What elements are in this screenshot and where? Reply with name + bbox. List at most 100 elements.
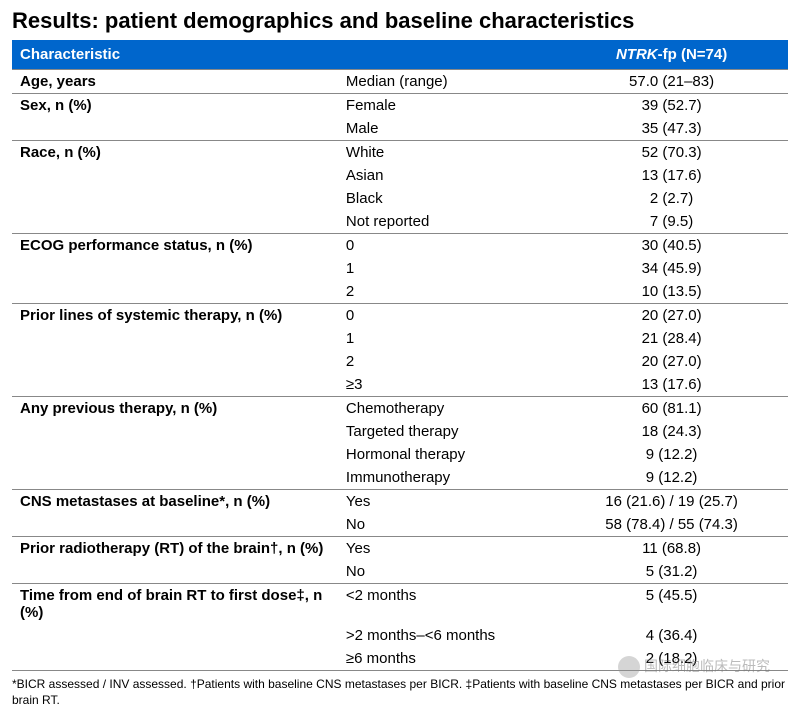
subcategory-cell: >2 months–<6 months <box>338 624 555 647</box>
col-characteristic-header: Characteristic <box>12 40 555 70</box>
characteristic-cell <box>12 624 338 647</box>
characteristic-cell <box>12 117 338 141</box>
characteristic-cell: Prior radiotherapy (RT) of the brain†, n… <box>12 537 338 561</box>
value-cell: 57.0 (21–83) <box>555 70 788 94</box>
demographics-table: Characteristic NTRK-fp (N=74) Age, years… <box>12 40 788 671</box>
table-row: Age, yearsMedian (range)57.0 (21–83) <box>12 70 788 94</box>
subcategory-cell: <2 months <box>338 584 555 625</box>
value-cell: 30 (40.5) <box>555 234 788 258</box>
table-row: Hormonal therapy9 (12.2) <box>12 443 788 466</box>
ntrk-suffix: -fp (N=74) <box>658 46 728 63</box>
table-row: Asian13 (17.6) <box>12 164 788 187</box>
subcategory-cell: 1 <box>338 257 555 280</box>
value-cell: 20 (27.0) <box>555 350 788 373</box>
table-row: 210 (13.5) <box>12 280 788 304</box>
subcategory-cell: 2 <box>338 280 555 304</box>
characteristic-cell <box>12 164 338 187</box>
page-title: Results: patient demographics and baseli… <box>0 0 800 40</box>
characteristic-cell: Any previous therapy, n (%) <box>12 397 338 421</box>
table-row: Race, n (%)White52 (70.3) <box>12 141 788 165</box>
characteristic-cell <box>12 280 338 304</box>
table-row: Targeted therapy18 (24.3) <box>12 420 788 443</box>
footnote-text: *BICR assessed / INV assessed. †Patients… <box>0 671 800 720</box>
table-row: No5 (31.2) <box>12 560 788 584</box>
value-cell: 5 (31.2) <box>555 560 788 584</box>
subcategory-cell: Black <box>338 187 555 210</box>
subcategory-cell: 0 <box>338 234 555 258</box>
value-cell: 18 (24.3) <box>555 420 788 443</box>
characteristic-cell <box>12 210 338 234</box>
table-row: Prior radiotherapy (RT) of the brain†, n… <box>12 537 788 561</box>
value-cell: 10 (13.5) <box>555 280 788 304</box>
ntrk-italic: NTRK <box>616 46 658 63</box>
value-cell: 2 (2.7) <box>555 187 788 210</box>
table-row: ≥313 (17.6) <box>12 373 788 397</box>
value-cell: 16 (21.6) / 19 (25.7) <box>555 490 788 514</box>
value-cell: 58 (78.4) / 55 (74.3) <box>555 513 788 537</box>
characteristic-cell: Age, years <box>12 70 338 94</box>
value-cell: 52 (70.3) <box>555 141 788 165</box>
col-value-header: NTRK-fp (N=74) <box>555 40 788 70</box>
subcategory-cell: White <box>338 141 555 165</box>
characteristic-cell <box>12 420 338 443</box>
characteristic-cell: Sex, n (%) <box>12 94 338 118</box>
subcategory-cell: Female <box>338 94 555 118</box>
value-cell: 20 (27.0) <box>555 304 788 328</box>
subcategory-cell: Median (range) <box>338 70 555 94</box>
characteristic-cell: Prior lines of systemic therapy, n (%) <box>12 304 338 328</box>
table-row: 220 (27.0) <box>12 350 788 373</box>
subcategory-cell: Yes <box>338 490 555 514</box>
value-cell: 9 (12.2) <box>555 443 788 466</box>
characteristic-cell <box>12 443 338 466</box>
subcategory-cell: Asian <box>338 164 555 187</box>
table-row: Any previous therapy, n (%)Chemotherapy6… <box>12 397 788 421</box>
value-cell: 11 (68.8) <box>555 537 788 561</box>
characteristic-cell: Time from end of brain RT to first dose‡… <box>12 584 338 625</box>
subcategory-cell: 0 <box>338 304 555 328</box>
characteristic-cell <box>12 466 338 490</box>
value-cell: 21 (28.4) <box>555 327 788 350</box>
table-row: Male35 (47.3) <box>12 117 788 141</box>
subcategory-cell: 1 <box>338 327 555 350</box>
table-row: ECOG performance status, n (%)030 (40.5) <box>12 234 788 258</box>
subcategory-cell: Hormonal therapy <box>338 443 555 466</box>
table-row: Not reported7 (9.5) <box>12 210 788 234</box>
value-cell: 4 (36.4) <box>555 624 788 647</box>
value-cell: 34 (45.9) <box>555 257 788 280</box>
table-row: No58 (78.4) / 55 (74.3) <box>12 513 788 537</box>
table-row: ≥6 months2 (18.2) <box>12 647 788 671</box>
value-cell: 13 (17.6) <box>555 373 788 397</box>
table-header-row: Characteristic NTRK-fp (N=74) <box>12 40 788 70</box>
subcategory-cell: Yes <box>338 537 555 561</box>
table-row: 121 (28.4) <box>12 327 788 350</box>
subcategory-cell: Not reported <box>338 210 555 234</box>
table-row: Sex, n (%)Female39 (52.7) <box>12 94 788 118</box>
value-cell: 5 (45.5) <box>555 584 788 625</box>
table-row: CNS metastases at baseline*, n (%)Yes16 … <box>12 490 788 514</box>
subcategory-cell: 2 <box>338 350 555 373</box>
characteristic-cell: CNS metastases at baseline*, n (%) <box>12 490 338 514</box>
value-cell: 13 (17.6) <box>555 164 788 187</box>
characteristic-cell <box>12 257 338 280</box>
subcategory-cell: Male <box>338 117 555 141</box>
subcategory-cell: ≥6 months <box>338 647 555 671</box>
table-row: Prior lines of systemic therapy, n (%)02… <box>12 304 788 328</box>
table-row: 134 (45.9) <box>12 257 788 280</box>
table-row: Immunotherapy9 (12.2) <box>12 466 788 490</box>
subcategory-cell: Chemotherapy <box>338 397 555 421</box>
subcategory-cell: ≥3 <box>338 373 555 397</box>
characteristic-cell <box>12 327 338 350</box>
table-row: Time from end of brain RT to first dose‡… <box>12 584 788 625</box>
characteristic-cell: ECOG performance status, n (%) <box>12 234 338 258</box>
value-cell: 60 (81.1) <box>555 397 788 421</box>
value-cell: 7 (9.5) <box>555 210 788 234</box>
subcategory-cell: No <box>338 560 555 584</box>
subcategory-cell: Immunotherapy <box>338 466 555 490</box>
characteristic-cell: Race, n (%) <box>12 141 338 165</box>
table-row: Black2 (2.7) <box>12 187 788 210</box>
characteristic-cell <box>12 560 338 584</box>
value-cell: 2 (18.2) <box>555 647 788 671</box>
value-cell: 35 (47.3) <box>555 117 788 141</box>
value-cell: 39 (52.7) <box>555 94 788 118</box>
characteristic-cell <box>12 373 338 397</box>
